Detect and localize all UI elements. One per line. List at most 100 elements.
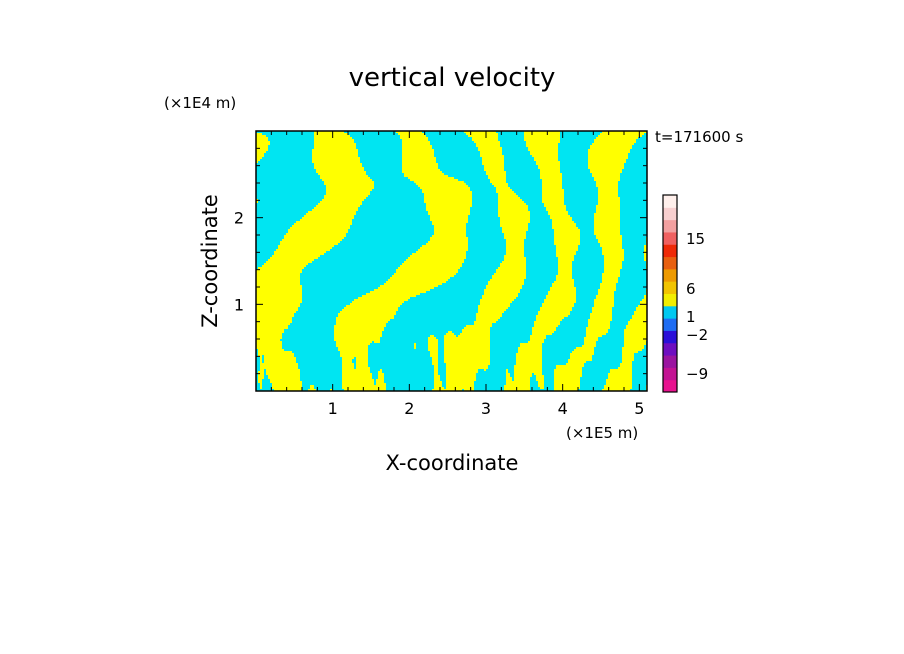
upward-region: [524, 133, 560, 135]
upward-region: [498, 213, 530, 215]
upward-region: [260, 387, 262, 389]
colorbar-level: [663, 355, 677, 368]
upward-region: [598, 293, 614, 295]
upward-region: [256, 343, 282, 345]
upward-region: [264, 357, 296, 359]
upward-region: [486, 173, 506, 175]
upward-region: [534, 373, 542, 375]
upward-region: [596, 185, 618, 187]
upward-region: [556, 255, 574, 257]
upward-region: [554, 373, 582, 375]
upward-region: [542, 191, 564, 193]
upward-region: [260, 383, 262, 385]
upward-region: [592, 175, 620, 177]
upward-region: [256, 155, 264, 157]
upward-region: [256, 279, 300, 281]
upward-region: [594, 305, 614, 307]
upward-region: [540, 175, 562, 177]
upward-region: [536, 319, 562, 321]
upward-region: [462, 331, 490, 333]
upward-region: [432, 363, 438, 365]
upward-region: [334, 335, 382, 337]
upward-region: [592, 143, 634, 145]
upward-region: [600, 245, 622, 247]
upward-region: [326, 193, 370, 195]
upward-region: [478, 305, 510, 307]
upward-region: [504, 235, 526, 237]
upward-region: [596, 297, 614, 299]
upward-region: [446, 333, 454, 335]
upward-region: [530, 335, 546, 337]
upward-region: [430, 353, 438, 355]
upward-region: [554, 375, 582, 377]
upward-region: [418, 185, 468, 187]
upward-region: [378, 375, 384, 377]
upward-region: [340, 353, 368, 355]
upward-region: [502, 229, 528, 231]
upward-region: [446, 385, 474, 387]
upward-region: [256, 285, 302, 287]
upward-region: [588, 153, 628, 155]
upward-region: [344, 307, 398, 309]
upward-region: [342, 365, 354, 367]
upward-region: [544, 301, 576, 303]
colorbar-tick-label: 1: [686, 308, 696, 326]
upward-region: [534, 321, 560, 323]
upward-region: [278, 245, 334, 247]
upward-region: [598, 291, 614, 293]
upward-region: [334, 329, 384, 331]
upward-region: [256, 153, 264, 155]
upward-region: [256, 305, 300, 307]
upward-region: [500, 221, 530, 223]
upward-region: [446, 375, 476, 377]
upward-region: [446, 387, 474, 389]
upward-region: [402, 149, 434, 151]
colorbar-level: [663, 256, 677, 270]
upward-region: [342, 309, 398, 311]
upward-region: [420, 187, 470, 189]
upward-region: [430, 239, 468, 241]
upward-region: [446, 373, 476, 375]
upward-region: [260, 357, 262, 359]
upward-region: [322, 179, 372, 181]
upward-region: [558, 273, 572, 275]
upward-region: [342, 361, 352, 363]
upward-region: [256, 281, 300, 283]
upward-region: [342, 363, 354, 365]
upward-region: [622, 353, 634, 355]
upward-region: [538, 165, 560, 167]
upward-region: [484, 289, 520, 291]
upward-region: [552, 227, 578, 229]
upward-region: [414, 343, 416, 345]
colorbar-level: [663, 281, 677, 294]
upward-region: [404, 261, 464, 263]
plot-frame: [255, 130, 648, 392]
upward-region: [538, 383, 544, 385]
upward-region: [594, 223, 620, 225]
upward-region: [312, 209, 358, 211]
upward-region: [550, 215, 570, 217]
upward-region: [314, 145, 356, 147]
upward-region: [430, 351, 438, 353]
upward-region: [434, 365, 438, 367]
upward-region: [506, 375, 510, 377]
upward-region: [288, 229, 348, 231]
upward-region: [318, 173, 366, 175]
upward-region: [406, 259, 464, 261]
upward-region: [514, 365, 542, 367]
upward-region: [268, 259, 314, 261]
upward-region: [316, 205, 360, 207]
upward-region: [556, 249, 578, 251]
upward-region: [260, 363, 298, 365]
upward-region: [484, 167, 504, 169]
upward-region: [488, 175, 506, 177]
upward-region: [572, 351, 594, 353]
upward-region: [540, 169, 560, 171]
upward-region: [376, 379, 384, 381]
upward-region: [516, 355, 542, 357]
upward-region: [590, 169, 622, 171]
upward-region: [498, 207, 528, 209]
upward-region: [268, 377, 300, 379]
upward-region: [594, 177, 620, 179]
upward-region: [498, 211, 530, 213]
